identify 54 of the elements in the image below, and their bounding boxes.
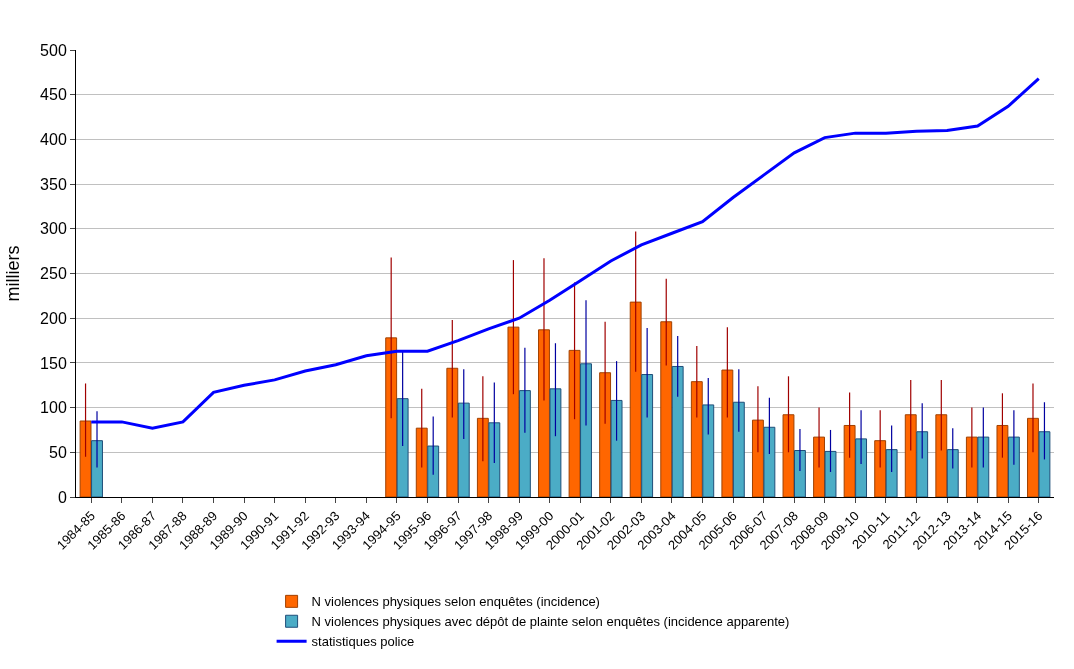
y-tick-label: 250 xyxy=(40,265,67,283)
bar xyxy=(843,424,856,497)
y-tick-label: 350 xyxy=(40,175,67,193)
legend-label: N violences physiques avec dépôt de plainte selon enquêtes (incidence apparente) xyxy=(311,614,790,630)
bar xyxy=(427,445,440,497)
legend-label: N violences physiques selon enquêtes (incidence) xyxy=(311,594,600,610)
bar xyxy=(457,402,470,497)
bar xyxy=(721,369,734,497)
legend-label: statistiques police xyxy=(311,634,415,650)
y-tick-label: 0 xyxy=(57,488,67,506)
y-tick-label: 450 xyxy=(40,86,67,104)
bar xyxy=(568,349,581,497)
bar xyxy=(446,367,459,497)
bar xyxy=(671,365,684,497)
y-tick-label: 100 xyxy=(40,399,67,417)
bar xyxy=(690,381,703,497)
bar xyxy=(794,450,806,497)
bar xyxy=(874,440,887,497)
bar xyxy=(824,450,837,497)
y-tick-label: 300 xyxy=(40,220,67,238)
bar xyxy=(507,326,520,497)
bar xyxy=(660,321,673,497)
bar xyxy=(702,404,715,497)
bar xyxy=(91,440,103,497)
bar xyxy=(629,301,642,497)
bar xyxy=(946,449,959,497)
y-tick-label: 400 xyxy=(40,131,67,148)
y-tick-label: 50 xyxy=(49,443,67,461)
bar xyxy=(977,436,990,497)
bar xyxy=(763,426,776,497)
y-axis-title: milliers xyxy=(3,245,24,302)
bar xyxy=(580,363,592,497)
bar xyxy=(1038,431,1051,497)
bar xyxy=(549,388,562,497)
y-tick-label: 150 xyxy=(40,354,67,372)
bar xyxy=(641,374,654,497)
bar xyxy=(396,398,409,497)
bar xyxy=(385,337,398,497)
bar xyxy=(488,422,501,497)
bar xyxy=(610,399,623,497)
bar xyxy=(916,431,929,497)
bar xyxy=(782,414,795,497)
bar xyxy=(518,390,531,497)
bar xyxy=(996,424,1009,497)
bar xyxy=(885,449,898,497)
bar xyxy=(855,438,868,497)
bar xyxy=(1007,436,1020,497)
y-tick-label: 200 xyxy=(40,309,67,327)
bar xyxy=(732,401,745,497)
bar xyxy=(935,414,948,497)
line-series xyxy=(89,77,1041,430)
bar xyxy=(79,420,92,497)
bar xyxy=(904,414,917,497)
y-tick-label: 500 xyxy=(40,41,67,59)
